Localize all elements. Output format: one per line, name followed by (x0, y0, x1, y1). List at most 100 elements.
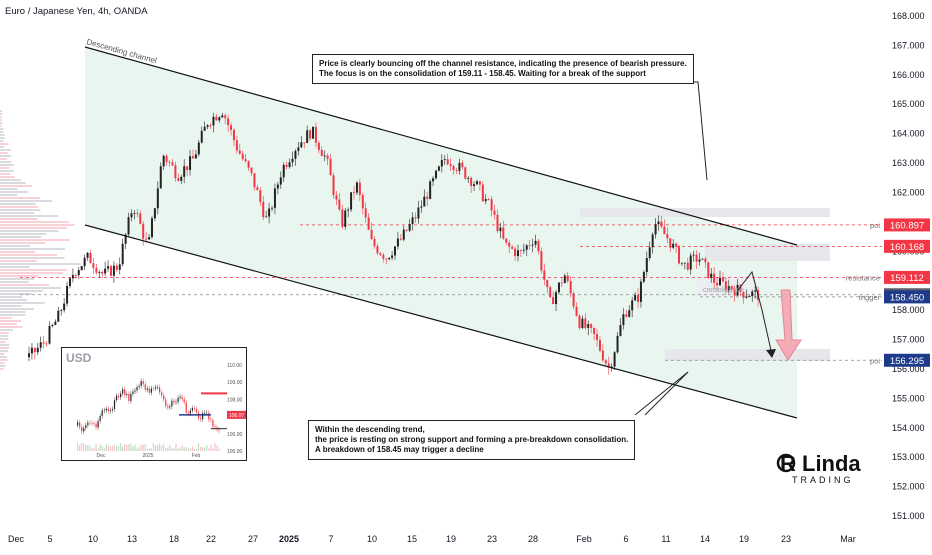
zone-upper (580, 208, 830, 217)
volume-profile-bar (0, 308, 34, 310)
price-label-trigger (884, 290, 930, 304)
candle-body (610, 366, 613, 368)
bearish-arrow[interactable] (775, 289, 802, 361)
y-tick-label: 165.000 (892, 99, 925, 109)
inset-candle-body (189, 410, 191, 414)
candle-body (429, 181, 432, 199)
volume-profile-bar (0, 191, 29, 193)
candle-body (502, 227, 505, 239)
inset-volume-bar (161, 445, 163, 451)
x-tick-label: Feb (576, 534, 592, 544)
inset-candle-body (85, 425, 87, 428)
candle-body (206, 125, 209, 127)
volume-profile-bar (0, 257, 65, 259)
y-tick-label: 163.000 (892, 158, 925, 168)
candle-body (83, 257, 86, 267)
volume-profile-bar (0, 275, 39, 277)
candle-body (80, 266, 83, 271)
candle-body (680, 262, 683, 264)
volume-profile-bar (0, 320, 22, 322)
inset-candle-body (89, 422, 91, 424)
candle-body (45, 343, 48, 345)
candle-body (742, 291, 745, 298)
candle-body (678, 246, 681, 264)
inset-chart[interactable]: USD 110.00109.00108.00107.00106.00105.00… (61, 347, 247, 461)
volume-profile-bar (0, 218, 38, 220)
inset-candle-body (97, 421, 99, 428)
x-tick-label: 10 (88, 534, 98, 544)
volume-profile-bar (0, 347, 10, 349)
channel-fill (85, 47, 797, 418)
inset-volume-bar (181, 445, 183, 451)
candle-body (74, 275, 77, 276)
candle-body (634, 295, 637, 301)
candle-body (716, 282, 719, 286)
candle-body (159, 166, 162, 189)
candle-body (701, 258, 704, 260)
candle-body (165, 155, 168, 162)
candle-body (300, 142, 303, 148)
volume-profile-bar (0, 350, 9, 352)
candle-body (136, 212, 139, 214)
inset-candle-body (126, 393, 128, 396)
inset-volume-bar (202, 447, 204, 451)
inset-volume-bar (159, 443, 161, 451)
inset-volume-bar (103, 448, 105, 451)
volume-profile-bar (0, 284, 50, 286)
candle-body (28, 353, 30, 358)
volume-profile-bar (0, 125, 2, 127)
bottom-note-line-1: Within the descending trend, (315, 425, 425, 434)
price-axis[interactable]: 168.000 167.000 166.000 165.000 164.000 163.0… (892, 11, 925, 521)
candle-body (525, 245, 528, 250)
candle-body (259, 190, 262, 202)
candle-body (142, 223, 145, 239)
inset-volume-bar (105, 444, 107, 451)
inset-volume-bar (165, 447, 167, 451)
volume-profile-bar (0, 230, 59, 232)
candle-body (150, 218, 153, 238)
volume-profile-bar (0, 149, 11, 151)
volume-profile-bar (0, 293, 33, 295)
volume-profile-bar (0, 242, 46, 244)
candle-body (48, 325, 51, 344)
candle-body (218, 117, 221, 121)
y-tick-label: 164.000 (892, 129, 925, 139)
channel-lower-line[interactable] (84, 224, 798, 419)
candle-body (719, 277, 722, 286)
candle-body (560, 282, 563, 284)
inset-volume-bar (173, 448, 175, 451)
price-label-text: 160.897 (890, 220, 924, 231)
candle-body (130, 213, 133, 218)
inset-axes: 110.00109.00108.00107.00106.00105.00Dec2… (97, 363, 246, 459)
volume-profile-bar (0, 170, 14, 172)
candle-body (642, 272, 645, 282)
inset-volume-bar (124, 444, 126, 451)
candle-body (373, 239, 376, 247)
volume-profile-bar (0, 146, 5, 148)
candle-body (92, 263, 95, 268)
candle-body (247, 161, 250, 168)
candle-body (312, 126, 315, 139)
candle-body (686, 262, 689, 270)
inset-candle-body (154, 387, 157, 389)
inset-volume-bar (111, 445, 114, 451)
candle-body (253, 173, 256, 188)
inset-volume-bar (95, 443, 97, 451)
candle-body (505, 238, 508, 243)
volume-profile-bar (0, 200, 53, 202)
inset-candle-body (120, 393, 122, 398)
zone-lower (665, 349, 830, 361)
channel-upper-line[interactable] (84, 46, 798, 246)
inset-volume-bar (140, 444, 142, 451)
candle-body (189, 156, 192, 171)
candle-body (376, 246, 379, 254)
inset-volume-bar (97, 448, 99, 451)
volume-profile-bar (0, 248, 66, 250)
candle-body (596, 333, 599, 340)
volume-profile-bar (0, 362, 5, 364)
candle-body (168, 161, 171, 163)
time-axis[interactable]: Dec 5 10 13 18 22 27 2025 7 10 15 19 23 28 Feb 6 11 14 19 2… (8, 534, 856, 544)
price-label-resistance (884, 270, 930, 284)
candle-body (306, 130, 309, 143)
inset-candle-body (183, 399, 185, 403)
